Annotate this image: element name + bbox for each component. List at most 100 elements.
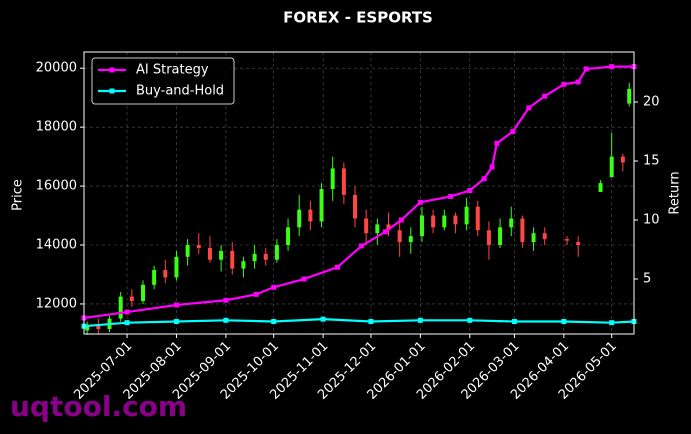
candle-body [431,215,436,228]
line-marker [481,176,487,182]
y2-tick-label: 20 [643,95,660,110]
line-marker [358,243,364,249]
candle-body [96,326,101,329]
candle-body [330,168,335,190]
candle-body [509,218,514,228]
candle-body [397,230,402,243]
line-marker [417,199,423,205]
candle-body [475,206,480,231]
y-axis-label: Price [11,179,26,211]
line-marker [173,302,179,308]
candle-body [419,215,424,237]
candle-body [620,156,625,163]
candle-body [274,245,279,260]
chart-title: FOREX - ESPORTS [283,9,433,27]
y-tick-label: 20000 [36,61,77,76]
candle-body [453,215,458,225]
line-marker [223,297,229,303]
line-marker [271,318,277,324]
line-marker [561,318,567,324]
line-marker [575,79,581,85]
line-marker [526,105,532,111]
candle-body [196,245,201,248]
line-marker [124,309,130,315]
line-marker [320,316,326,322]
candle-body [129,296,134,301]
y2-tick-label: 15 [643,154,660,169]
candle-body [386,224,391,231]
watermark: uqtool.com [10,390,187,423]
y-tick-label: 12000 [36,296,77,311]
candle-body [185,245,190,257]
line-marker [494,140,500,146]
legend-marker [109,67,115,73]
candle-body [297,209,302,228]
line-marker [368,318,374,324]
y-tick-label: 18000 [36,120,77,135]
candle-body [140,284,145,301]
y2-tick-label: 5 [643,272,651,287]
plot-frame [83,51,635,335]
candle-body [464,206,469,225]
candle-body [520,218,525,243]
line-marker [467,188,473,194]
candle-body [308,209,313,222]
candle-body [364,218,369,234]
candle-body [498,227,503,246]
line-marker [511,318,517,324]
line-marker [334,264,340,270]
line-marker [124,320,130,326]
candle-body [442,215,447,228]
line-marker [609,64,615,70]
candle-body [353,194,358,219]
candle-body [542,233,547,240]
line-marker [609,320,615,326]
candle-body [252,253,257,262]
candle-body [207,247,212,260]
line-marker [467,317,473,323]
legend-label: AI Strategy [136,63,209,78]
line-marker [253,291,259,297]
y-tick-label: 14000 [36,238,77,253]
candle-body [230,250,235,269]
candle-body [341,168,346,195]
candle-body [576,242,581,246]
line-marker [561,81,567,87]
candle-body [598,183,603,192]
candle-body [408,236,413,243]
candle-body [609,156,614,178]
line-marker [417,317,423,323]
candle-body [152,270,157,285]
line-marker [301,276,307,282]
candle-body [286,227,291,246]
candle-body [565,239,570,241]
line-marker [510,129,516,135]
candle-body [486,230,491,246]
candle-body [174,256,179,278]
y2-axis-label: Return [668,171,683,214]
line-marker [398,217,404,223]
y-tick-label: 16000 [36,179,77,194]
y2-tick-label: 10 [643,213,660,228]
line-marker [382,229,388,235]
line-marker [542,93,548,99]
line-marker [271,284,277,290]
candle-body [375,224,380,234]
line-marker [489,164,495,170]
candle-body [85,326,90,331]
line-marker [448,193,454,199]
legend-label: Buy-and-Hold [136,84,224,99]
line-series [83,318,635,328]
candle-body [627,88,632,104]
line-marker [173,318,179,324]
line-marker [223,317,229,323]
candle-body [319,189,324,222]
line-marker [583,66,589,72]
candle-body [163,270,168,278]
legend-marker [109,88,115,94]
legend-box [91,57,235,105]
candle-body [241,261,246,269]
candle-body [118,296,123,319]
candle-body [263,253,268,260]
